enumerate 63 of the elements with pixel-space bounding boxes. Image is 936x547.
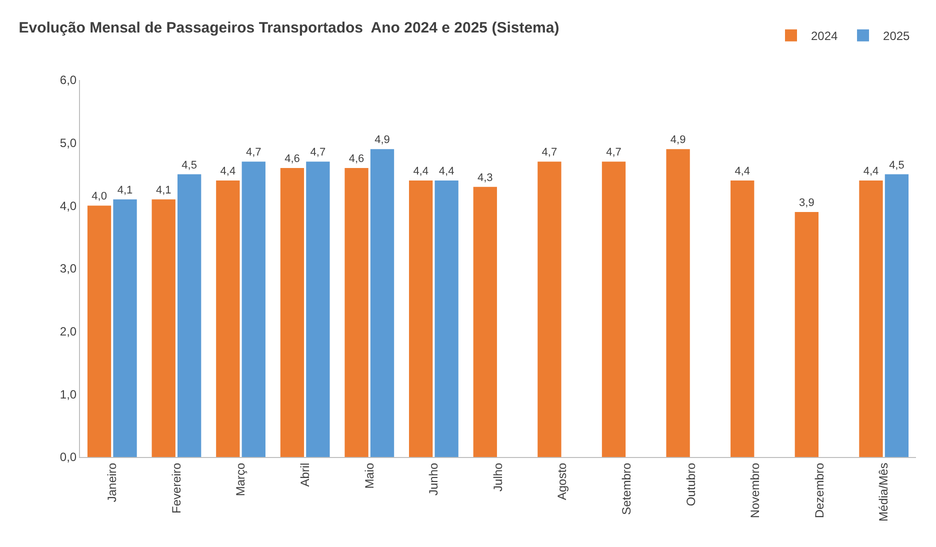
bar — [473, 186, 497, 457]
data-label: 4,6 — [348, 152, 364, 165]
data-label: 4,7 — [310, 146, 326, 159]
bar — [344, 168, 368, 457]
y-tick-label: 1,0 — [60, 387, 77, 402]
bar — [152, 199, 176, 457]
y-tick-label: 6,0 — [60, 73, 77, 88]
bar — [242, 162, 266, 457]
bar — [306, 162, 330, 457]
y-tick-label: 3,0 — [60, 262, 77, 276]
bar — [859, 180, 883, 457]
y-tick-label: 0,0 — [60, 450, 77, 464]
chart-title: Evolução Mensal de Passageiros Transportados Ano 2024 e 2025 (Sistema) — [18, 19, 560, 36]
bar — [113, 199, 137, 457]
data-label: 4,7 — [246, 146, 262, 159]
data-label: 3,9 — [799, 196, 814, 209]
data-label: 4,1 — [156, 184, 172, 196]
bar — [730, 180, 754, 457]
data-label: 4,4 — [734, 166, 750, 178]
x-tick-label: Março — [234, 462, 248, 496]
bar — [409, 180, 433, 457]
x-tick-label: Agosto — [555, 462, 570, 500]
x-tick-label: Fevereiro — [169, 462, 184, 514]
data-label: 4,3 — [477, 172, 493, 184]
data-label: 4,7 — [542, 146, 558, 159]
data-label: 4,6 — [284, 152, 300, 165]
data-label: 4,4 — [413, 166, 428, 178]
bar — [280, 168, 304, 457]
data-label: 4,1 — [117, 184, 133, 196]
data-label: 4,4 — [863, 166, 879, 178]
bar — [884, 174, 909, 457]
x-tick-label: Maio — [362, 462, 376, 489]
data-label: 4,5 — [182, 159, 197, 172]
bar — [794, 212, 819, 457]
x-tick-label: Média/Mês — [876, 462, 891, 522]
x-tick-label: Dezembro — [812, 462, 826, 518]
x-tick-label: Janeiro — [105, 462, 120, 502]
data-label: 4,0 — [92, 190, 107, 203]
bar — [434, 180, 458, 457]
data-label: 4,4 — [438, 166, 454, 178]
bar — [602, 162, 626, 457]
x-tick-label: Julho — [490, 462, 505, 492]
y-tick-label: 5,0 — [60, 136, 77, 150]
y-tick-label: 4,0 — [60, 198, 77, 213]
data-label: 4,4 — [220, 166, 236, 178]
data-label: 4,9 — [374, 134, 390, 146]
bar — [666, 149, 690, 457]
bar — [370, 149, 394, 457]
data-label: 4,5 — [889, 159, 904, 172]
x-tick-label: Outubro — [684, 462, 698, 506]
x-tick-label: Junho — [426, 462, 441, 496]
bar — [216, 180, 240, 457]
data-label: 4,9 — [670, 134, 686, 146]
legend-label: 2024 — [811, 29, 838, 44]
data-label: 4,7 — [606, 146, 622, 159]
y-tick-label: 2,0 — [60, 324, 77, 339]
bar — [538, 162, 562, 457]
x-tick-label: Novembro — [748, 462, 762, 518]
bar — [87, 206, 112, 457]
x-tick-label: Abril — [298, 462, 312, 487]
x-tick-label: Setembro — [620, 462, 634, 515]
bar — [177, 174, 202, 457]
legend-label: 2025 — [883, 29, 910, 44]
